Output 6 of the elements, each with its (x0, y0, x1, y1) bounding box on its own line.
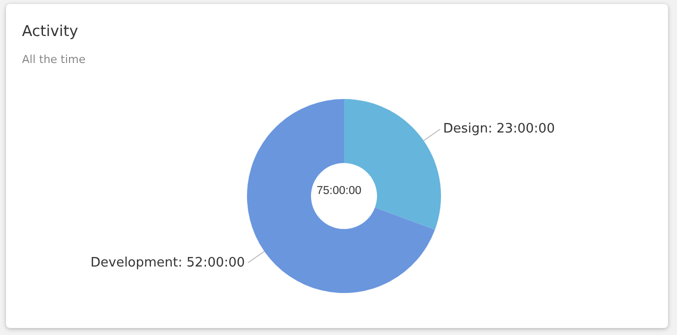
donut-slice (247, 99, 435, 293)
chart-title: Activity (22, 22, 78, 40)
chart-subtitle: All the time (22, 53, 86, 66)
slice-label: Development: 52:00:00 (90, 255, 245, 270)
text: 75:00:00 (316, 185, 362, 197)
slice-label: Design: 23:00:00 (443, 122, 555, 137)
